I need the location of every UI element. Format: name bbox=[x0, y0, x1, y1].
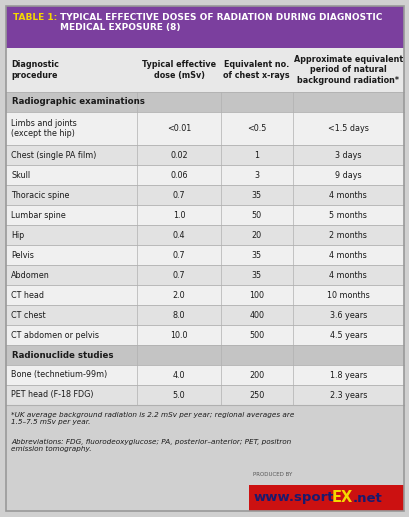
Text: 35: 35 bbox=[251, 270, 261, 280]
Text: Radiographic examinations: Radiographic examinations bbox=[12, 98, 144, 107]
Bar bbox=[6, 345, 403, 365]
Text: <0.5: <0.5 bbox=[247, 124, 266, 133]
Text: Pelvis: Pelvis bbox=[11, 251, 34, 260]
Text: <1.5 days: <1.5 days bbox=[327, 124, 368, 133]
Text: 100: 100 bbox=[249, 291, 263, 299]
Bar bbox=[6, 325, 403, 345]
Text: 3: 3 bbox=[254, 171, 258, 179]
Text: Thoracic spine: Thoracic spine bbox=[11, 190, 69, 200]
Text: PET head (F-18 FDG): PET head (F-18 FDG) bbox=[11, 390, 93, 400]
Text: .net: .net bbox=[352, 492, 382, 505]
Bar bbox=[6, 305, 403, 325]
Text: 9 days: 9 days bbox=[334, 171, 361, 179]
Text: 3.6 years: 3.6 years bbox=[329, 311, 366, 320]
Bar bbox=[6, 145, 403, 165]
Text: 4 months: 4 months bbox=[328, 190, 366, 200]
Text: www.sport: www.sport bbox=[254, 492, 334, 505]
Text: 20: 20 bbox=[251, 231, 261, 239]
Text: 10 months: 10 months bbox=[326, 291, 369, 299]
Text: 5 months: 5 months bbox=[328, 210, 366, 220]
Bar bbox=[6, 225, 403, 245]
Text: 0.02: 0.02 bbox=[170, 150, 187, 160]
Text: 1.8 years: 1.8 years bbox=[329, 371, 366, 379]
Bar bbox=[6, 112, 403, 145]
Text: *UK average background radiation is 2.2 mSv per year; regional averages are
1.5–: *UK average background radiation is 2.2 … bbox=[11, 412, 294, 425]
Text: 35: 35 bbox=[251, 251, 261, 260]
Text: TYPICAL EFFECTIVE DOSES OF RADIATION DURING DIAGNOSTIC
MEDICAL EXPOSURE (8): TYPICAL EFFECTIVE DOSES OF RADIATION DUR… bbox=[60, 13, 382, 33]
Bar bbox=[6, 48, 403, 92]
Text: 4 months: 4 months bbox=[328, 270, 366, 280]
Text: Lumbar spine: Lumbar spine bbox=[11, 210, 65, 220]
Bar bbox=[6, 205, 403, 225]
Text: 2.0: 2.0 bbox=[173, 291, 185, 299]
Text: 0.7: 0.7 bbox=[173, 270, 185, 280]
Text: 0.7: 0.7 bbox=[173, 251, 185, 260]
Text: TABLE 1:: TABLE 1: bbox=[13, 13, 57, 22]
Text: 35: 35 bbox=[251, 190, 261, 200]
Text: 5.0: 5.0 bbox=[173, 390, 185, 400]
Text: Abbreviations: FDG, fluorodeoxyglucose; PA, posterior–anterior; PET, positron
em: Abbreviations: FDG, fluorodeoxyglucose; … bbox=[11, 439, 290, 452]
Text: 250: 250 bbox=[249, 390, 264, 400]
Bar bbox=[6, 92, 403, 112]
Text: 4.0: 4.0 bbox=[173, 371, 185, 379]
Text: CT abdomen or pelvis: CT abdomen or pelvis bbox=[11, 330, 99, 340]
Text: 1: 1 bbox=[254, 150, 258, 160]
Text: 2.3 years: 2.3 years bbox=[329, 390, 366, 400]
Text: CT chest: CT chest bbox=[11, 311, 45, 320]
Text: 4.5 years: 4.5 years bbox=[329, 330, 366, 340]
Bar bbox=[6, 6, 403, 48]
Text: Equivalent no.
of chest x-rays: Equivalent no. of chest x-rays bbox=[223, 60, 289, 80]
Text: 8.0: 8.0 bbox=[173, 311, 185, 320]
Text: Typical effective
dose (mSv): Typical effective dose (mSv) bbox=[142, 60, 216, 80]
Text: <0.01: <0.01 bbox=[166, 124, 191, 133]
Text: 0.06: 0.06 bbox=[170, 171, 187, 179]
Bar bbox=[6, 405, 403, 467]
Text: 10.0: 10.0 bbox=[170, 330, 187, 340]
Bar bbox=[6, 385, 403, 405]
Text: 0.4: 0.4 bbox=[173, 231, 185, 239]
Text: Chest (single PA film): Chest (single PA film) bbox=[11, 150, 96, 160]
Text: 400: 400 bbox=[249, 311, 263, 320]
Text: Abdomen: Abdomen bbox=[11, 270, 49, 280]
Text: 50: 50 bbox=[251, 210, 261, 220]
Text: 2 months: 2 months bbox=[328, 231, 366, 239]
Text: 0.7: 0.7 bbox=[173, 190, 185, 200]
Text: Bone (technetium-99m): Bone (technetium-99m) bbox=[11, 371, 107, 379]
Bar bbox=[6, 365, 403, 385]
Bar bbox=[6, 265, 403, 285]
Bar bbox=[6, 285, 403, 305]
Bar bbox=[6, 185, 403, 205]
Text: Diagnostic
procedure: Diagnostic procedure bbox=[11, 60, 59, 80]
Text: EX: EX bbox=[331, 491, 353, 506]
Text: PRODUCED BY: PRODUCED BY bbox=[252, 472, 292, 477]
Text: 500: 500 bbox=[249, 330, 264, 340]
Text: Approximate equivalent
period of natural
background radiation*: Approximate equivalent period of natural… bbox=[293, 55, 402, 85]
Text: 4 months: 4 months bbox=[328, 251, 366, 260]
Text: CT head: CT head bbox=[11, 291, 44, 299]
Text: 3 days: 3 days bbox=[334, 150, 361, 160]
Text: 200: 200 bbox=[249, 371, 264, 379]
Bar bbox=[6, 165, 403, 185]
Text: Limbs and joints
(except the hip): Limbs and joints (except the hip) bbox=[11, 119, 76, 138]
Bar bbox=[248, 485, 403, 511]
Text: Radionuclide studies: Radionuclide studies bbox=[12, 351, 113, 359]
Text: Skull: Skull bbox=[11, 171, 30, 179]
Text: Hip: Hip bbox=[11, 231, 24, 239]
Bar bbox=[6, 245, 403, 265]
Text: 1.0: 1.0 bbox=[173, 210, 185, 220]
